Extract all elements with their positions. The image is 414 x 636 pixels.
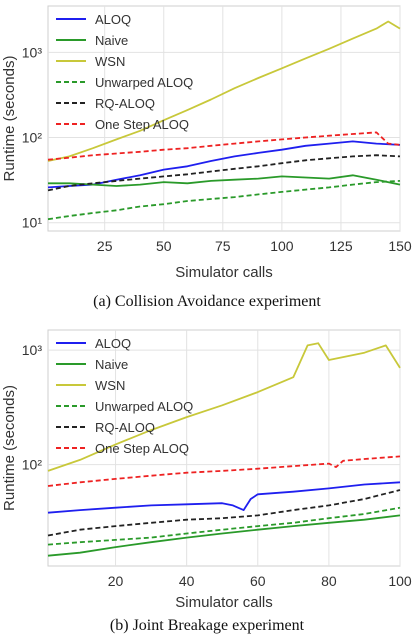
series-line — [47, 514, 401, 557]
y-tick-label: 10³ — [22, 342, 43, 358]
caption: (b) Joint Breakage experiment — [110, 617, 305, 634]
y-axis-label: Runtime (seconds) — [1, 56, 18, 182]
x-tick-label: 100 — [270, 238, 294, 254]
y-axis-label: Runtime (seconds) — [1, 385, 18, 511]
tick-labels: 25 50 75 100 125 150 10¹ 10² 10³ — [22, 44, 412, 254]
series-line — [47, 506, 401, 546]
x-axis-label: Simulator calls — [175, 594, 273, 611]
x-tick-label: 125 — [329, 238, 353, 254]
series-line — [47, 481, 401, 514]
legend-label: Unwarped ALOQ — [95, 399, 193, 414]
series-line — [47, 180, 401, 221]
x-tick-label: 150 — [388, 238, 412, 254]
x-tick-label: 80 — [321, 573, 337, 589]
caption: (a) Collision Avoidance experiment — [93, 293, 321, 310]
x-axis-label: Simulator calls — [175, 264, 273, 281]
y-tick-label: 10² — [22, 130, 43, 146]
series-line — [47, 154, 401, 192]
series-line — [48, 174, 401, 187]
legend-label: One Step ALOQ — [95, 117, 189, 132]
series-lines — [47, 20, 401, 221]
legend-label: ALOQ — [95, 336, 131, 351]
legend: ALOQ Naive WSN Unwarped ALOQ RQ-ALOQ One Step… — [56, 336, 193, 456]
legend: ALOQ Naive WSN Unwarped ALOQ RQ-ALOQ One Step… — [56, 12, 193, 132]
legend-label: One Step ALOQ — [95, 441, 189, 456]
legend-label: Naive — [95, 33, 128, 48]
legend-label: WSN — [95, 378, 125, 393]
series-line — [47, 131, 401, 161]
x-tick-label: 40 — [179, 573, 195, 589]
legend-label: Naive — [95, 357, 128, 372]
series-line — [47, 489, 401, 537]
y-tick-label: 10² — [22, 457, 43, 473]
x-tick-label: 50 — [156, 238, 172, 254]
legend-label: WSN — [95, 54, 125, 69]
legend-label: ALOQ — [95, 12, 131, 27]
x-tick-label: 20 — [108, 573, 124, 589]
series-line — [47, 342, 401, 472]
x-tick-label: 25 — [97, 238, 113, 254]
legend-label: Unwarped ALOQ — [95, 75, 193, 90]
series-line — [47, 455, 401, 487]
chart-panel-collision-avoidance: 25 50 75 100 125 150 10¹ 10² 10³ Simulator calls… — [1, 5, 412, 310]
y-tick-label: 10³ — [22, 44, 43, 60]
x-tick-label: 75 — [215, 238, 231, 254]
x-tick-label: 60 — [250, 573, 266, 589]
series-lines — [47, 342, 401, 557]
x-tick-label: 100 — [388, 573, 412, 589]
legend-label: RQ-ALOQ — [95, 96, 155, 111]
tick-labels: 20 40 60 80 100 10² 10³ — [22, 342, 412, 589]
series-line — [47, 20, 401, 162]
y-tick-label: 10¹ — [22, 215, 43, 231]
chart-panel-joint-breakage: 20 40 60 80 100 10² 10³ Simulator calls Runtim… — [1, 329, 412, 634]
legend-label: RQ-ALOQ — [95, 420, 155, 435]
